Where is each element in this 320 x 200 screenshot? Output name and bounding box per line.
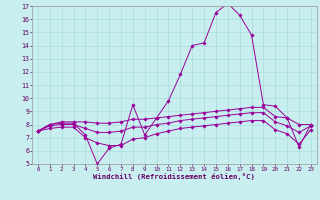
X-axis label: Windchill (Refroidissement éolien,°C): Windchill (Refroidissement éolien,°C)	[93, 173, 255, 180]
